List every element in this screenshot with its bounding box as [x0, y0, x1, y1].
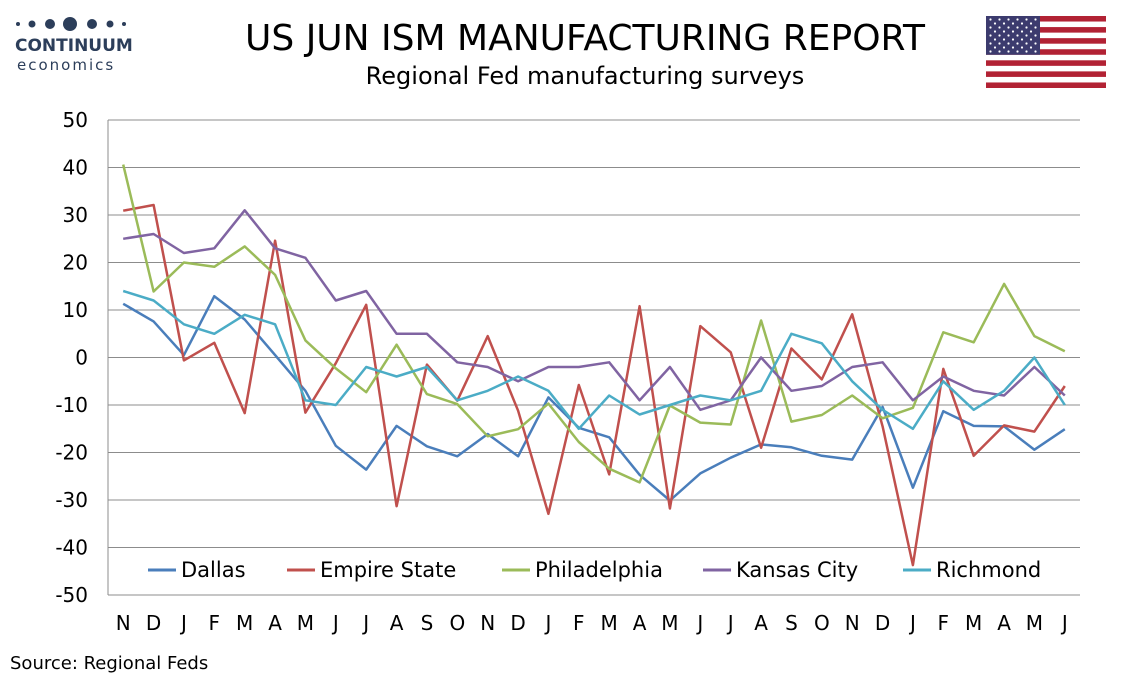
y-tick-label: -50 — [55, 583, 88, 607]
x-tick-label: A — [390, 611, 404, 635]
legend-label-dallas: Dallas — [181, 558, 246, 582]
logo-name: CONTINUUM — [15, 36, 133, 56]
x-tick-label: S — [785, 611, 798, 635]
x-tick-label: J — [726, 611, 734, 635]
x-tick-label: M — [965, 611, 982, 635]
x-tick-label: N — [116, 611, 131, 635]
x-tick-label: J — [331, 611, 339, 635]
x-tick-label: J — [361, 611, 369, 635]
x-tick-label: J — [1060, 611, 1068, 635]
y-tick-label: 0 — [75, 346, 88, 370]
x-tick-label: J — [179, 611, 187, 635]
series-line-kansas-city — [123, 209, 1066, 412]
y-tick-label: -20 — [55, 441, 88, 465]
logo-subtitle: economics — [17, 56, 116, 74]
chart-title: US JUN ISM MANUFACTURING REPORT — [245, 18, 925, 59]
continuum-logo: CONTINUUM economics — [10, 12, 135, 82]
x-tick-label: J — [543, 611, 551, 635]
x-tick-label: O — [814, 611, 830, 635]
legend-label-philadelphia: Philadelphia — [535, 558, 663, 582]
source-note: Source: Regional Feds — [10, 653, 209, 674]
legend-label-kansas-city: Kansas City — [736, 558, 858, 582]
x-tick-label: M — [661, 611, 678, 635]
y-tick-label: 10 — [63, 298, 88, 322]
x-tick-label: F — [573, 611, 585, 635]
x-tick-label: M — [601, 611, 618, 635]
x-tick-label: M — [1026, 611, 1043, 635]
chart-subtitle: Regional Fed manufacturing surveys — [365, 62, 805, 90]
x-tick-label: D — [146, 611, 161, 635]
x-tick-label: A — [997, 611, 1011, 635]
y-tick-label: 40 — [63, 156, 88, 180]
x-tick-label: F — [938, 611, 950, 635]
legend-label-empire-state: Empire State — [320, 558, 456, 582]
x-tick-label: A — [633, 611, 647, 635]
x-tick-label: M — [297, 611, 314, 635]
x-tick-label: N — [480, 611, 495, 635]
series-line-philadelphia — [121, 164, 1066, 484]
x-tick-label: D — [510, 611, 525, 635]
y-tick-label: -10 — [55, 393, 88, 417]
y-tick-label: 50 — [63, 108, 88, 132]
x-tick-label: A — [268, 611, 282, 635]
y-tick-label: -40 — [55, 536, 88, 560]
y-tick-label: 30 — [63, 203, 88, 227]
us-flag-icon — [986, 16, 1106, 88]
y-axis-tick-labels: 50 40 30 20 10 0 -10 -20 -30 -40 -50 — [55, 108, 88, 607]
x-tick-label: J — [695, 611, 703, 635]
y-tick-label: -30 — [55, 488, 88, 512]
x-tick-label: S — [421, 611, 434, 635]
series-line-richmond — [122, 289, 1066, 431]
x-tick-label: F — [209, 611, 221, 635]
series-line-dallas — [122, 294, 1066, 502]
legend-label-richmond: Richmond — [936, 558, 1041, 582]
legend: Dallas Empire State Philadelphia Kansas Cit… — [148, 558, 1041, 582]
series-line-empire-state — [122, 203, 1066, 567]
x-tick-label: O — [449, 611, 465, 635]
series-lines — [121, 164, 1066, 567]
x-tick-label: A — [754, 611, 768, 635]
x-tick-label: N — [845, 611, 860, 635]
x-tick-label: M — [236, 611, 253, 635]
x-tick-label: D — [875, 611, 890, 635]
y-tick-label: 20 — [63, 251, 88, 275]
x-tick-label: J — [908, 611, 916, 635]
logo-dots-icon — [16, 17, 126, 31]
